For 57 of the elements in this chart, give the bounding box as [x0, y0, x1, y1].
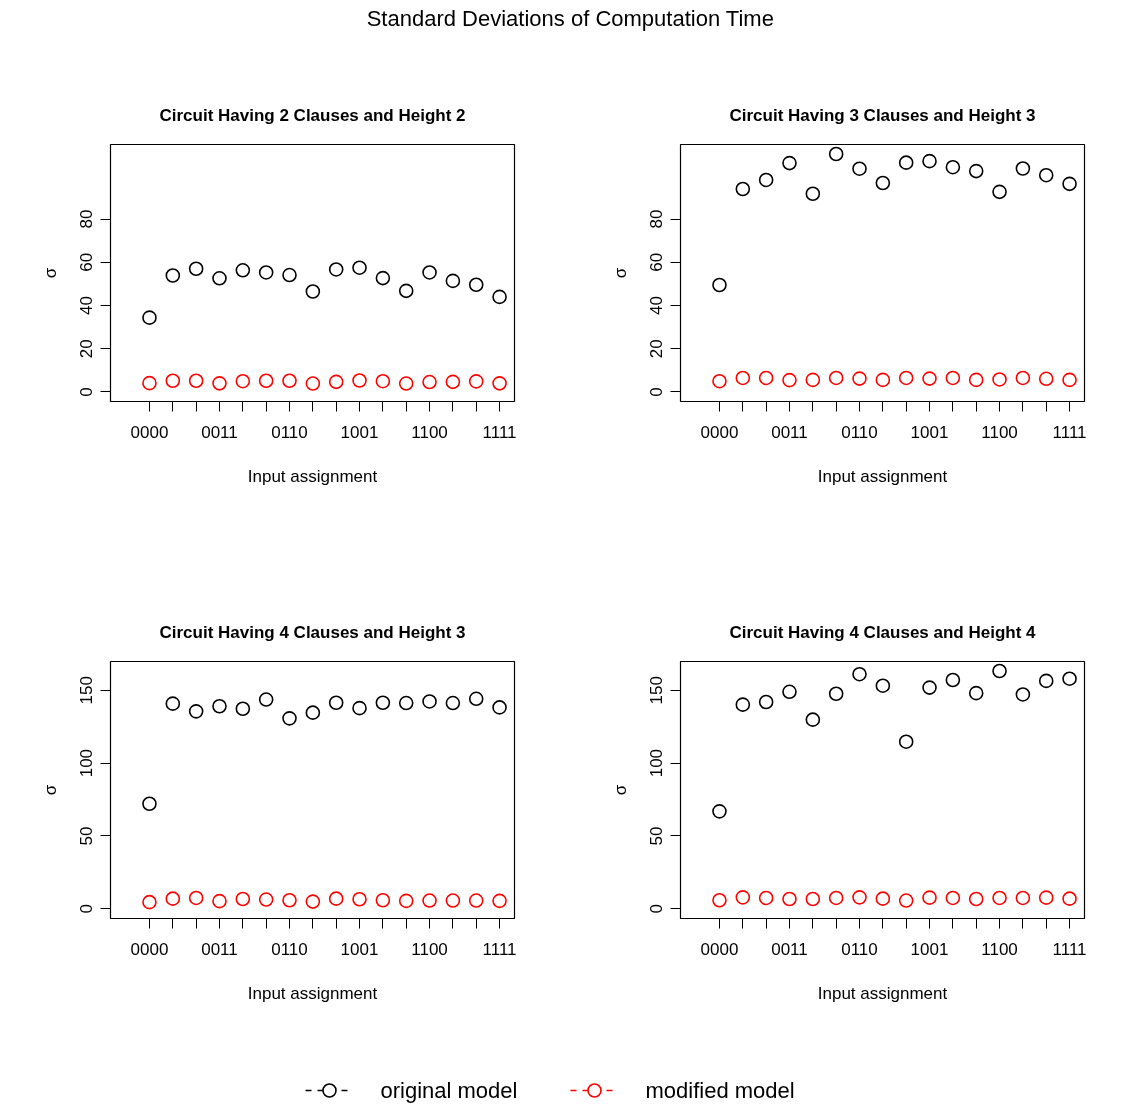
y-tick-label: 40: [77, 296, 97, 315]
x-tick-label: 0000: [700, 939, 739, 959]
y-tick-label: 40: [647, 296, 667, 315]
y-tick-label: 60: [77, 252, 97, 272]
x-tick-label: 1001: [910, 939, 949, 959]
y-tick-label: 20: [77, 339, 97, 359]
legend-label: modified model: [645, 1078, 795, 1103]
x-tick-label: 1001: [340, 422, 379, 442]
x-tick-label: 0011: [201, 422, 238, 442]
x-axis-title: Input assignment: [247, 466, 378, 486]
y-tick-label: 150: [647, 676, 667, 705]
x-tick-label: 1100: [411, 422, 448, 442]
x-tick-label: 1111: [482, 939, 517, 959]
chart-title: Circuit Having 3 Clauses and Height 3: [729, 105, 1036, 125]
x-tick-label: 0110: [271, 422, 308, 442]
x-tick-label: 1100: [981, 939, 1018, 959]
x-tick-label: 0110: [841, 422, 878, 442]
x-tick-label: 1100: [411, 939, 448, 959]
x-tick-label: 0110: [841, 939, 878, 959]
y-tick-label: 150: [77, 676, 97, 705]
y-tick-label: 0: [647, 904, 667, 914]
x-tick-label: 0011: [771, 422, 808, 442]
y-axis-title: σ: [610, 267, 630, 279]
y-tick-label: 80: [647, 209, 667, 229]
legend-label: original model: [380, 1078, 518, 1103]
chart-title: Circuit Having 4 Clauses and Height 3: [159, 622, 466, 642]
chart-title: Circuit Having 2 Clauses and Height 2: [159, 105, 466, 125]
y-tick-label: 50: [77, 826, 97, 846]
x-tick-label: 0000: [700, 422, 739, 442]
y-tick-label: 0: [647, 387, 667, 397]
x-tick-label: 1001: [340, 939, 379, 959]
y-tick-label: 0: [77, 387, 97, 397]
y-tick-label: 100: [647, 748, 667, 778]
x-tick-label: 1111: [1052, 939, 1087, 959]
x-axis-title: Input assignment: [817, 983, 948, 1003]
y-tick-label: 0: [77, 904, 97, 914]
y-tick-label: 100: [77, 748, 97, 778]
x-tick-label: 1111: [482, 422, 517, 442]
y-axis-title: σ: [40, 267, 60, 279]
x-axis-title: Input assignment: [817, 466, 948, 486]
x-tick-label: 0011: [201, 939, 238, 959]
x-tick-label: 0011: [771, 939, 808, 959]
x-axis-title: Input assignment: [247, 983, 378, 1003]
x-tick-label: 0000: [130, 422, 169, 442]
y-tick-label: 60: [647, 252, 667, 272]
chart-title: Circuit Having 4 Clauses and Height 4: [729, 622, 1037, 642]
y-axis-title: σ: [40, 784, 60, 796]
x-tick-label: 1111: [1052, 422, 1087, 442]
y-tick-label: 50: [647, 826, 667, 846]
x-tick-label: 0110: [271, 939, 308, 959]
x-tick-label: 0000: [130, 939, 169, 959]
y-tick-label: 80: [77, 209, 97, 229]
y-axis-title: σ: [610, 784, 630, 796]
x-tick-label: 1001: [910, 422, 949, 442]
x-tick-label: 1100: [981, 422, 1018, 442]
text: Standard Deviations of Computation Time: [366, 6, 774, 31]
y-tick-label: 20: [647, 339, 667, 359]
